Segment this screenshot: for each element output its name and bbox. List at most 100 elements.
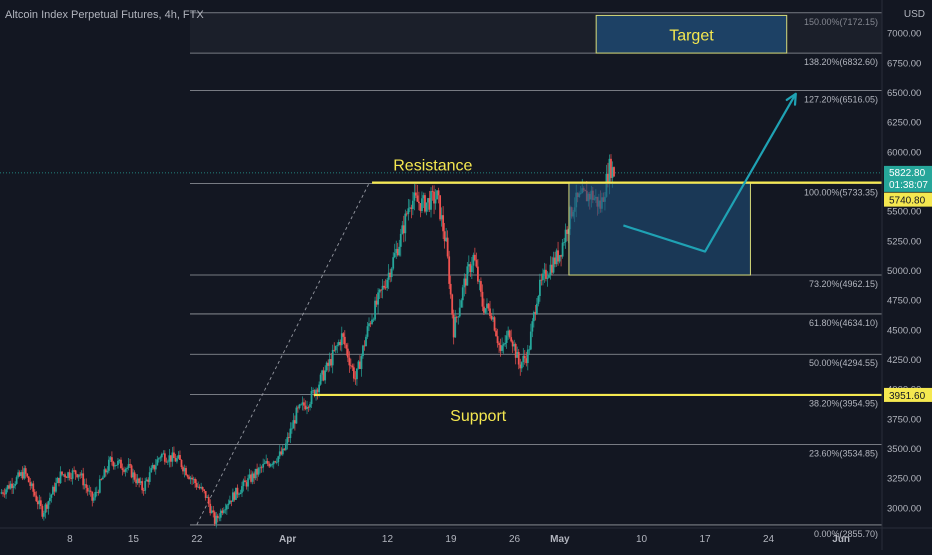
candle-body <box>560 255 562 257</box>
candle-body <box>239 492 242 495</box>
candle-body <box>157 458 160 460</box>
candle-body <box>221 510 224 513</box>
candle-body <box>236 487 239 495</box>
candle-body <box>393 253 396 258</box>
candle-body <box>29 482 32 486</box>
candle-body <box>295 407 298 424</box>
candle-body <box>289 428 292 439</box>
candle-body <box>58 477 60 484</box>
candle-body <box>356 368 358 380</box>
candle-body <box>446 237 449 257</box>
time-tick-label: 22 <box>191 534 203 545</box>
candle-body <box>402 225 405 234</box>
candle-body <box>303 402 305 406</box>
candle-body <box>8 485 10 489</box>
candle-body <box>79 474 82 476</box>
candle-body <box>348 357 351 366</box>
candle-body <box>139 481 142 483</box>
candle-body <box>188 476 190 480</box>
candle-body <box>422 195 425 199</box>
candle-body <box>23 468 26 479</box>
candle-body <box>460 300 463 308</box>
candle-body <box>41 506 44 517</box>
candle-body <box>245 482 248 487</box>
candle-body <box>171 452 174 462</box>
candle-body <box>259 467 262 469</box>
candle-body <box>380 289 383 291</box>
candle-body <box>469 264 472 273</box>
candle-body <box>310 391 313 405</box>
candle-body <box>228 500 231 504</box>
candle-body <box>359 361 361 369</box>
candle-body <box>368 323 370 327</box>
candle-body <box>342 333 345 337</box>
candle-body <box>262 463 265 468</box>
support-resistance-layer <box>0 172 882 397</box>
candle-body <box>473 254 476 261</box>
candle-body <box>554 257 556 265</box>
candle-body <box>55 482 57 492</box>
current-price-tag: 5822.80 01:38:07 <box>884 165 932 192</box>
candle-body <box>501 345 503 351</box>
candle-body <box>6 485 9 490</box>
candle-body <box>363 345 366 347</box>
candle-body <box>35 495 38 502</box>
candle-body <box>168 455 171 462</box>
candle-body <box>304 405 307 410</box>
candle-body <box>197 486 200 488</box>
candle-body <box>76 474 79 478</box>
candle-body <box>104 469 107 473</box>
candle-body <box>3 493 6 495</box>
candle-body <box>292 420 295 429</box>
candle-body <box>427 198 429 203</box>
resistance-price-value: 5740.80 <box>889 196 926 207</box>
candle-body <box>318 384 321 393</box>
candle-body <box>531 321 534 332</box>
candle-body <box>371 319 373 324</box>
candle-body <box>455 316 458 318</box>
candle-body <box>404 213 407 234</box>
candle-body <box>39 500 42 507</box>
candle-body <box>551 264 553 273</box>
candle-body <box>71 470 74 479</box>
candle-body <box>111 457 113 462</box>
candle-body <box>324 370 327 381</box>
candle-body <box>150 468 153 473</box>
price-tick-label: 4750.00 <box>887 296 921 307</box>
candle-body <box>467 264 470 267</box>
candle-body <box>74 470 77 475</box>
time-axis[interactable]: 8 15 22 Apr 12 19 26 May 10 17 24 Jun <box>0 527 932 545</box>
candle-body <box>387 272 390 280</box>
fib-label: 61.80%(4634.10) <box>809 318 878 328</box>
candle-body <box>339 341 342 346</box>
candle-body <box>274 461 277 463</box>
candle-body <box>325 362 328 371</box>
candle-body <box>233 492 236 500</box>
candle-body <box>247 478 249 487</box>
candle-body <box>445 237 448 242</box>
candle-body <box>470 265 473 273</box>
candle-body <box>543 269 546 274</box>
candle-body <box>101 477 104 480</box>
candle-body <box>458 307 461 317</box>
candle-body <box>493 317 496 331</box>
candle-body <box>428 198 431 210</box>
candle-body <box>277 456 280 463</box>
candle-body <box>204 491 207 498</box>
time-tick-label: 26 <box>509 534 521 545</box>
candle-body <box>495 330 497 337</box>
candle-body <box>27 476 30 483</box>
candle-body <box>408 207 411 209</box>
candle-body <box>283 448 286 450</box>
candle-body <box>269 464 272 467</box>
candle-body <box>225 505 228 510</box>
candle-body <box>537 296 540 304</box>
candle-body <box>307 407 310 408</box>
candle-body <box>552 257 555 273</box>
candle-body <box>349 365 352 367</box>
candle-body <box>156 459 159 466</box>
candle-body <box>452 314 455 338</box>
price-tick-label: 3500.00 <box>887 444 921 455</box>
candle-body <box>414 192 417 196</box>
